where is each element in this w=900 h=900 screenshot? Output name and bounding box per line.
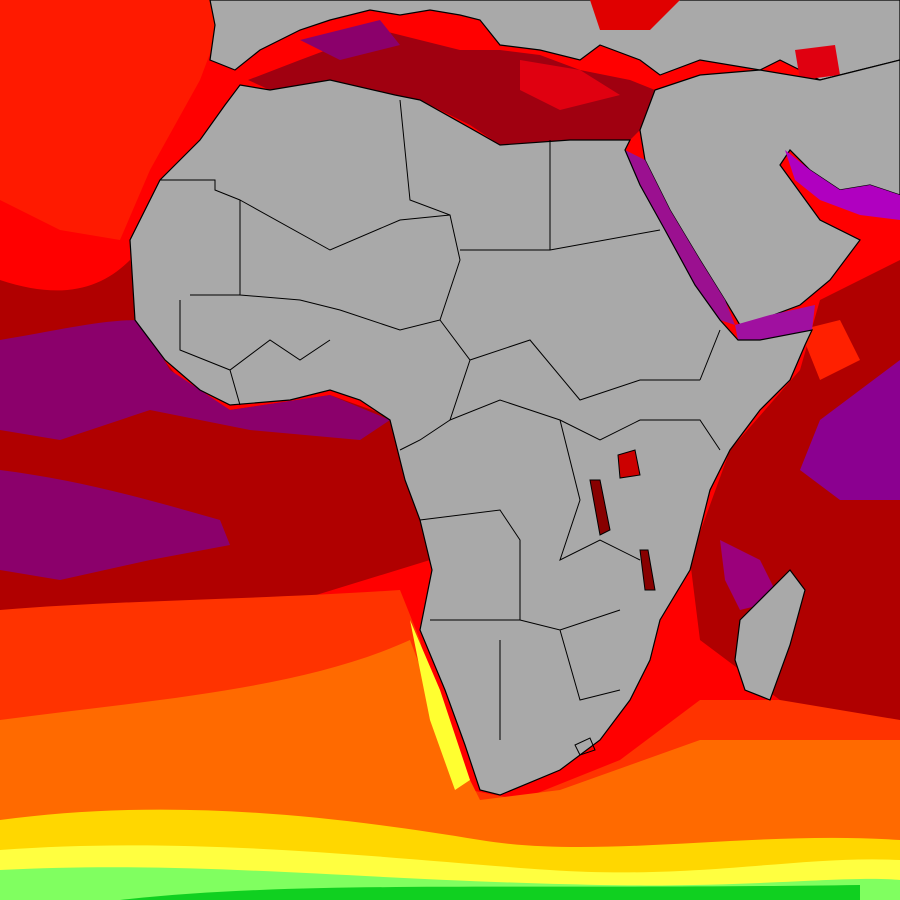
ocean-field xyxy=(410,620,470,790)
ocean-field xyxy=(720,540,780,610)
ocean-field xyxy=(800,320,860,380)
sea-caspian xyxy=(795,45,840,80)
sea-mediterranean xyxy=(248,30,655,145)
sea-field xyxy=(520,60,620,110)
lake xyxy=(639,549,656,591)
lake xyxy=(617,449,641,479)
lake xyxy=(589,479,611,536)
land-madagascar xyxy=(734,569,806,701)
sea-gulf xyxy=(785,150,900,220)
ocean-field xyxy=(800,360,900,500)
ocean-field xyxy=(0,320,390,440)
sea-aden xyxy=(735,305,815,340)
sea-field xyxy=(300,20,400,60)
ocean-field xyxy=(0,470,230,580)
ocean-field xyxy=(120,885,860,900)
land-africa xyxy=(129,79,814,796)
sea-red xyxy=(625,150,735,325)
ocean-field xyxy=(0,0,230,240)
sea-black xyxy=(590,0,680,30)
